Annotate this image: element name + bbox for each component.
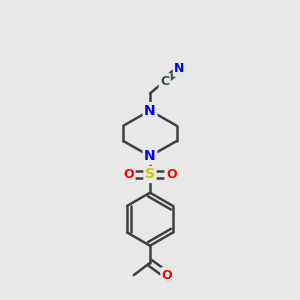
Text: N: N: [144, 149, 156, 163]
Text: O: O: [166, 168, 176, 181]
Text: N: N: [174, 62, 184, 75]
Text: O: O: [124, 168, 134, 181]
Text: S: S: [145, 167, 155, 182]
Text: C: C: [160, 75, 169, 88]
Text: N: N: [144, 103, 156, 118]
Text: O: O: [162, 268, 172, 282]
